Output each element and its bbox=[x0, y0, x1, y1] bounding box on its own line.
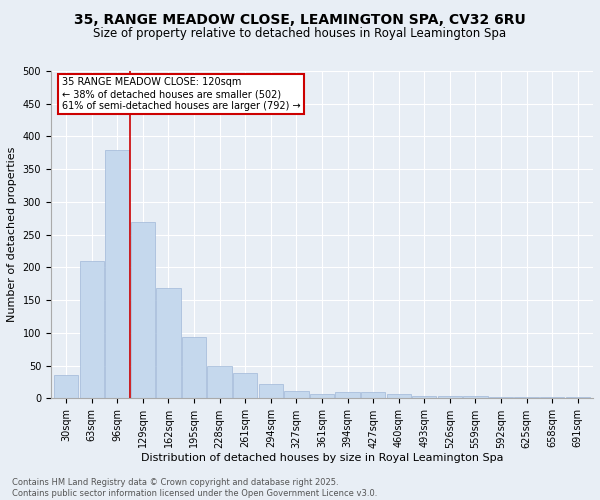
Bar bbox=[131, 222, 155, 398]
Text: 35, RANGE MEADOW CLOSE, LEAMINGTON SPA, CV32 6RU: 35, RANGE MEADOW CLOSE, LEAMINGTON SPA, … bbox=[74, 12, 526, 26]
Bar bbox=[259, 384, 283, 398]
Bar bbox=[80, 261, 104, 398]
Bar bbox=[514, 397, 539, 398]
Bar bbox=[157, 288, 181, 399]
Bar bbox=[386, 394, 411, 398]
Bar bbox=[566, 397, 590, 398]
Bar bbox=[208, 366, 232, 398]
Bar bbox=[182, 338, 206, 398]
Bar bbox=[284, 390, 308, 398]
Bar bbox=[54, 376, 79, 398]
Bar bbox=[489, 397, 513, 398]
Bar bbox=[105, 150, 130, 398]
Bar bbox=[361, 392, 385, 398]
Bar bbox=[335, 392, 359, 398]
Bar bbox=[412, 396, 436, 398]
X-axis label: Distribution of detached houses by size in Royal Leamington Spa: Distribution of detached houses by size … bbox=[141, 453, 503, 463]
Bar bbox=[463, 396, 488, 398]
Bar bbox=[233, 373, 257, 398]
Text: Size of property relative to detached houses in Royal Leamington Spa: Size of property relative to detached ho… bbox=[94, 28, 506, 40]
Bar bbox=[310, 394, 334, 398]
Y-axis label: Number of detached properties: Number of detached properties bbox=[7, 147, 17, 322]
Text: 35 RANGE MEADOW CLOSE: 120sqm
← 38% of detached houses are smaller (502)
61% of : 35 RANGE MEADOW CLOSE: 120sqm ← 38% of d… bbox=[62, 78, 301, 110]
Text: Contains HM Land Registry data © Crown copyright and database right 2025.
Contai: Contains HM Land Registry data © Crown c… bbox=[12, 478, 377, 498]
Bar bbox=[437, 396, 462, 398]
Bar bbox=[540, 397, 564, 398]
